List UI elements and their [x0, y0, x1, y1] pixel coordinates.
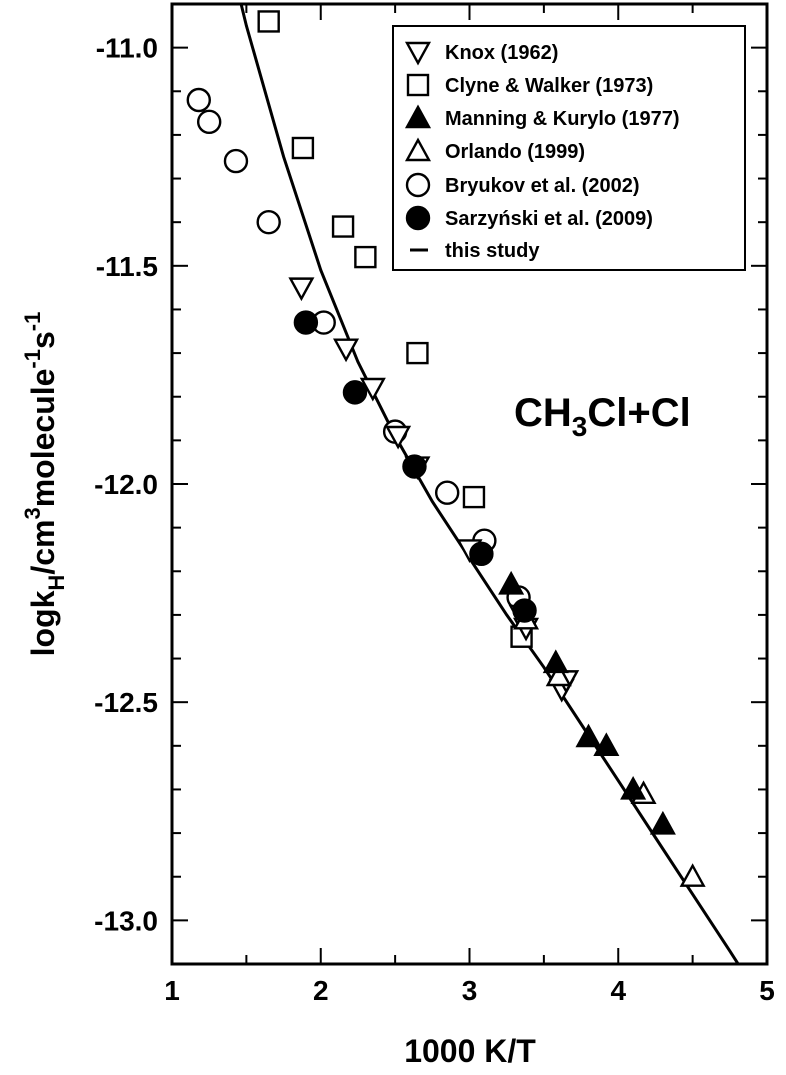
x-tick-label: 4 — [610, 975, 626, 1006]
axis-ticks — [171, 3, 768, 965]
legend-label-knox: Knox (1962) — [445, 42, 558, 64]
data-point — [679, 863, 706, 887]
x-tick-label: 1 — [164, 975, 180, 1006]
data-point — [223, 148, 249, 174]
x-tick-label: 2 — [313, 975, 329, 1006]
y-tick-label: -13.0 — [94, 905, 158, 936]
data-point — [359, 377, 386, 402]
y-label-sup2: -1 — [20, 349, 45, 369]
data-point — [402, 454, 427, 479]
y-label-unit3: s — [25, 331, 61, 349]
data-point — [434, 480, 460, 505]
data-point — [512, 598, 537, 623]
x-tick-label: 3 — [462, 975, 478, 1006]
annotation-base: CH — [514, 391, 572, 435]
legend-label-clyne-walker: Clyne & Walker (1973) — [445, 75, 653, 97]
y-axis-label: logkH/cm3molecule-1s-1 — [20, 312, 69, 657]
data-point — [498, 570, 525, 595]
data-point — [469, 541, 494, 567]
y-label-sub: H — [44, 575, 69, 591]
data-point — [256, 209, 281, 235]
data-point — [542, 649, 569, 674]
legend-marker — [406, 73, 430, 97]
legend-label-this-study: this study — [445, 240, 540, 262]
data-point — [593, 732, 620, 757]
data-point — [293, 310, 319, 335]
x-axis-label: 1000 K/T — [404, 1033, 536, 1069]
data-point — [186, 87, 211, 113]
y-label-unit: /cm — [25, 520, 61, 575]
fit-line — [239, 4, 740, 964]
y-label-sup1: 3 — [20, 507, 45, 519]
legend-label-manning-kurylo: Manning & Kurylo (1977) — [445, 108, 679, 130]
data-point — [291, 136, 315, 160]
data-point — [649, 810, 676, 835]
data-point — [545, 662, 572, 687]
y-label-base: logk — [25, 590, 61, 656]
data-point — [342, 380, 368, 405]
x-tick-label: 5 — [759, 975, 775, 1006]
data-point — [575, 723, 602, 748]
legend-label-bryukov: Bryukov et al. (2002) — [445, 175, 640, 197]
data-point — [331, 215, 355, 238]
legend-marker — [405, 172, 431, 198]
data-point — [462, 485, 486, 509]
data-point — [288, 277, 315, 302]
data-point — [620, 775, 647, 800]
annotation-sub: 3 — [572, 411, 588, 442]
y-tick-label: -11.5 — [96, 251, 158, 282]
y-label-sup3: -1 — [20, 312, 45, 332]
legend: Knox (1962) Clyne & Walker (1973) Mannin… — [392, 25, 746, 271]
legend-label-sarzynski: Sarzyński et al. (2009) — [445, 208, 653, 230]
data-point — [333, 338, 360, 363]
legend-label-orlando: Orlando (1999) — [445, 141, 585, 163]
data-point — [385, 425, 412, 450]
data-point — [354, 245, 377, 269]
legend-box — [392, 25, 746, 271]
reaction-annotation: CH3Cl+Cl — [514, 391, 691, 442]
tick-labels: 1 2 3 4 5 -11.0 -11.5 -12.0 -12.5 -13.0 — [94, 33, 775, 1006]
data-point — [257, 10, 280, 33]
data-point — [406, 341, 429, 365]
data-point — [196, 109, 222, 135]
legend-marker — [404, 104, 432, 129]
data-markers — [186, 10, 706, 887]
legend-markers — [404, 41, 432, 252]
y-tick-label: -12.5 — [94, 687, 158, 718]
annotation-rest: Cl+Cl — [587, 391, 690, 435]
legend-marker — [404, 41, 432, 66]
y-tick-label: -11.0 — [96, 33, 158, 64]
legend-marker — [405, 205, 431, 231]
y-label-unit2: molecule — [25, 369, 61, 508]
legend-marker — [404, 137, 432, 162]
y-tick-label: -12.0 — [94, 469, 158, 500]
